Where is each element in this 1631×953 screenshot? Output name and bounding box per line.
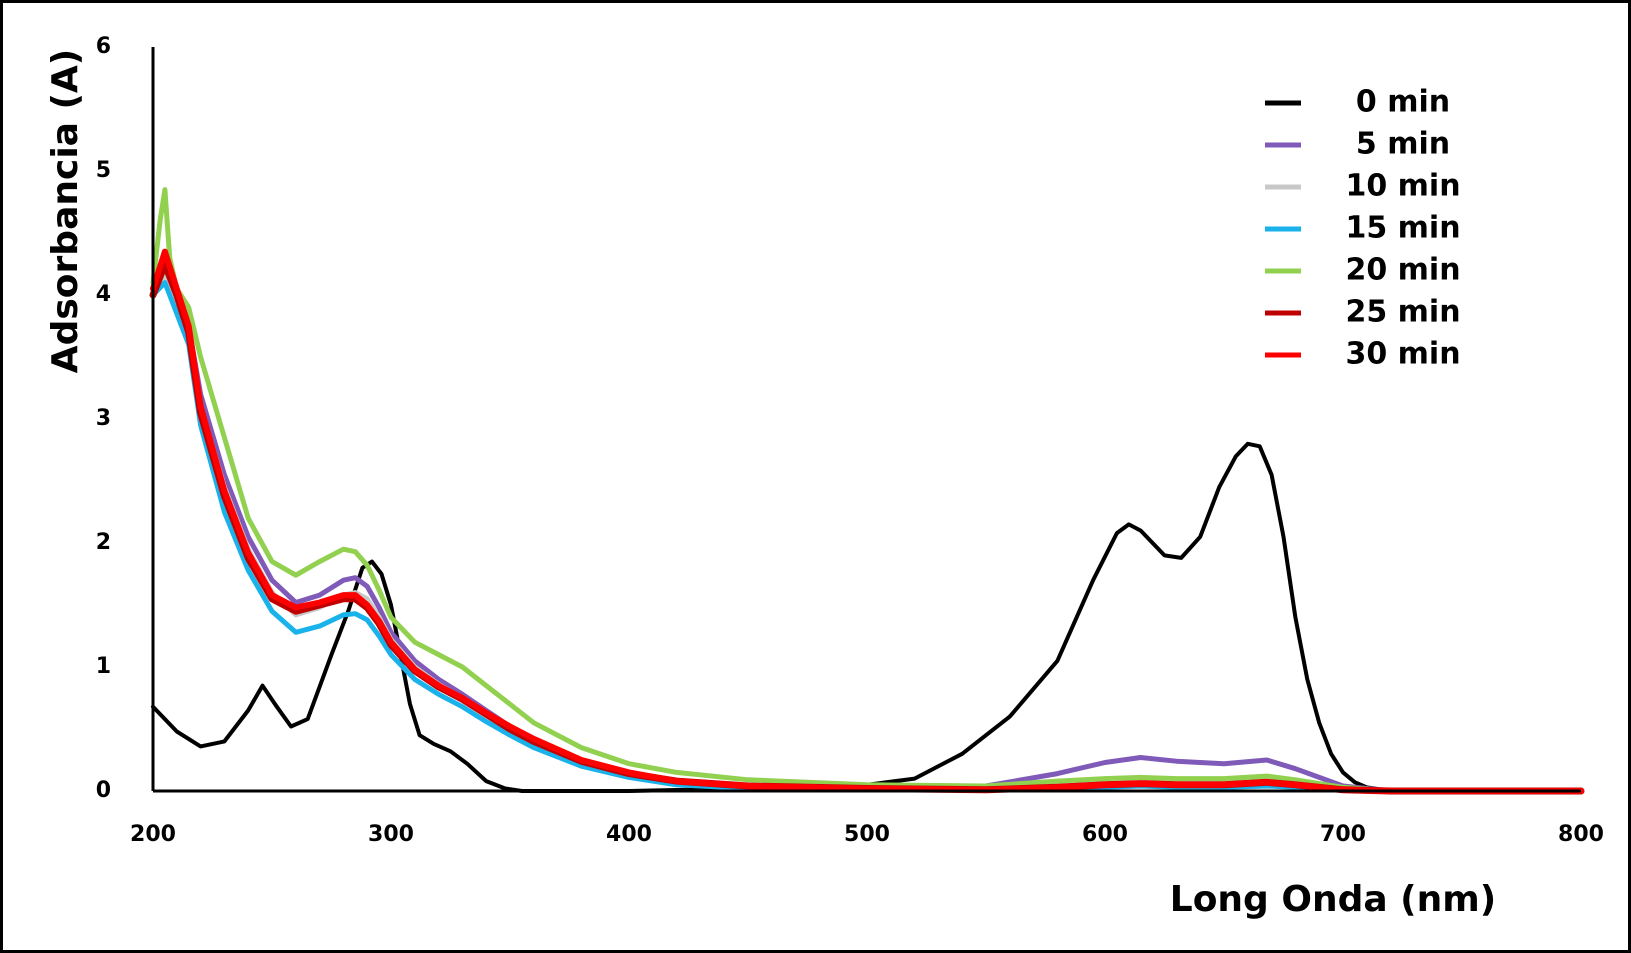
series-group (149, 187, 1585, 795)
y-tick-labels: 0 1 2 3 4 5 6 (96, 34, 111, 803)
x-tick-labels: 200 300 400 500 600 700 800 (130, 822, 1604, 847)
x-tick-label: 500 (844, 822, 890, 847)
legend-label: 20 min (1345, 253, 1460, 288)
y-tick-label: 2 (96, 530, 111, 555)
x-tick-label: 700 (1320, 822, 1366, 847)
legend-label: 0 min (1356, 85, 1450, 120)
spectrum-chart: 0 1 2 3 4 5 6 200 300 400 500 600 700 800 Adsorbanci… (45, 34, 1604, 920)
y-tick-label: 6 (96, 34, 111, 59)
y-tick-label: 5 (96, 158, 111, 183)
y-tick-label: 4 (96, 282, 111, 307)
x-axis-title: Long Onda (nm) (1170, 879, 1496, 920)
x-tick-label: 200 (130, 822, 176, 847)
y-tick-label: 3 (96, 406, 111, 431)
y-tick-label: 0 (96, 778, 111, 803)
y-tick-label: 1 (96, 654, 111, 679)
y-axis-title: Adsorbancia (A) (45, 49, 86, 374)
legend-label: 15 min (1345, 211, 1460, 246)
x-tick-label: 800 (1558, 822, 1604, 847)
series-line-20-min (150, 187, 1584, 794)
x-tick-label: 600 (1082, 822, 1128, 847)
series-line-30-min (150, 248, 1584, 794)
legend: 0 min 5 min 10 min 15 min 20 min 25 min 30 min (1265, 85, 1461, 372)
legend-label: 10 min (1345, 169, 1460, 204)
legend-label: 25 min (1345, 295, 1460, 330)
legend-label: 5 min (1356, 127, 1450, 162)
x-tick-label: 300 (368, 822, 414, 847)
legend-label: 30 min (1345, 337, 1460, 372)
x-tick-label: 400 (606, 822, 652, 847)
